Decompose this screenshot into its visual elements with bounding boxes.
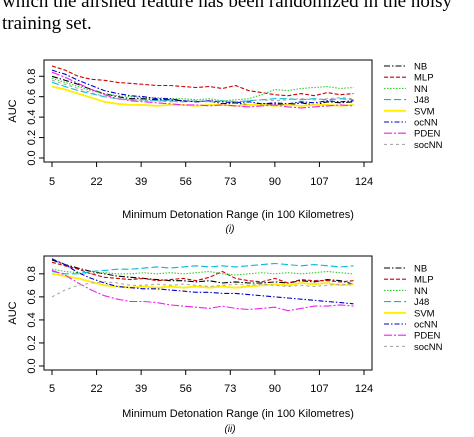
y-tick-label: 0.2	[26, 130, 38, 145]
legend-label-mlp: MLP	[414, 275, 434, 286]
x-tick-label: 5	[49, 176, 55, 188]
series-line-socnn	[51, 281, 354, 298]
series-line-socnn	[51, 79, 354, 103]
legend-label-nb: NB	[414, 62, 427, 73]
legend-label-nn: NN	[414, 84, 428, 95]
legend-label-ocnn: ocNN	[414, 320, 438, 331]
legend-label-nb: NB	[414, 264, 427, 275]
x-tick-label: 124	[355, 383, 373, 395]
panel-label: (ii)	[224, 424, 235, 435]
series-line-svm	[51, 272, 354, 289]
plot-frame	[43, 255, 373, 371]
series-line-pden	[51, 269, 354, 312]
x-tick-label: 56	[180, 383, 192, 395]
legend-label-svm: SVM	[414, 106, 435, 117]
x-tick-label: 73	[224, 176, 236, 188]
plot-frame	[43, 59, 373, 163]
x-axis-label: Minimum Detonation Range (in 100 Kilomet…	[122, 209, 354, 221]
x-tick-label: 39	[135, 176, 147, 188]
y-tick-label: 0.8	[26, 266, 38, 281]
y-tick-label: 0.2	[26, 335, 38, 350]
series-line-pden	[51, 71, 354, 109]
series-line-mlp	[51, 261, 354, 284]
y-tick-label: 0.8	[26, 69, 38, 84]
panel-label: (i)	[226, 224, 235, 235]
legend-label-pden: PDEN	[414, 331, 441, 342]
series-line-nn	[51, 268, 354, 276]
x-tick-label: 56	[180, 176, 192, 188]
y-tick-label: 0.0	[26, 358, 38, 373]
x-axis-label: Minimum Detonation Range (in 100 Kilomet…	[122, 408, 354, 420]
y-axis-label: AUC	[7, 99, 19, 122]
series-line-ocnn	[51, 69, 354, 105]
x-tick-label: 90	[269, 176, 281, 188]
series-line-mlp	[51, 65, 354, 97]
legend-label-ocnn: ocNN	[414, 118, 438, 129]
series-line-j48	[51, 262, 354, 275]
x-tick-label: 90	[269, 383, 281, 395]
x-tick-label: 39	[135, 383, 147, 395]
series-line-nn	[51, 77, 354, 102]
series-line-svm	[51, 85, 354, 107]
series-line-j48	[51, 81, 354, 103]
chart-2: 0.0 0.2 0.4 0.6 0.8 5 22 39 56 73 90 107 124 AUC Minim…	[7, 255, 443, 435]
x-tick-label: 73	[224, 383, 236, 395]
legend-label-socnn: socNN	[414, 342, 443, 353]
header-line-2: training set.	[2, 13, 92, 34]
legend-label-svm: SVM	[414, 308, 435, 319]
x-tick-label: 124	[355, 176, 373, 188]
series-line-nb	[51, 75, 354, 106]
legend-label-nn: NN	[414, 286, 428, 297]
x-tick-label: 22	[90, 383, 102, 395]
x-tick-label: 107	[310, 176, 328, 188]
x-tick-label: 107	[310, 383, 328, 395]
series-line-ocnn	[51, 258, 354, 305]
legend-label-j48: J48	[414, 297, 429, 308]
x-tick-label: 22	[90, 176, 102, 188]
y-tick-label: 0.0	[26, 150, 38, 165]
legend-label-pden: PDEN	[414, 129, 441, 140]
y-tick-label: 0.6	[26, 289, 38, 304]
x-tick-label: 5	[49, 383, 55, 395]
legend-label-socnn: socNN	[414, 140, 443, 151]
header-line-1: which the airshed feature has been rando…	[2, 0, 453, 12]
y-tick-label: 0.4	[26, 109, 38, 124]
chart-1: 0.0 0.2 0.4 0.6 0.8 5 22 39 56 73 90 107 124 AUC Minim…	[7, 59, 443, 235]
y-axis-label: AUC	[7, 301, 19, 324]
legend-label-j48: J48	[414, 95, 429, 106]
legend-label-mlp: MLP	[414, 73, 434, 84]
y-tick-label: 0.4	[26, 312, 38, 327]
series-line-nb	[51, 259, 354, 285]
y-tick-label: 0.6	[26, 89, 38, 104]
